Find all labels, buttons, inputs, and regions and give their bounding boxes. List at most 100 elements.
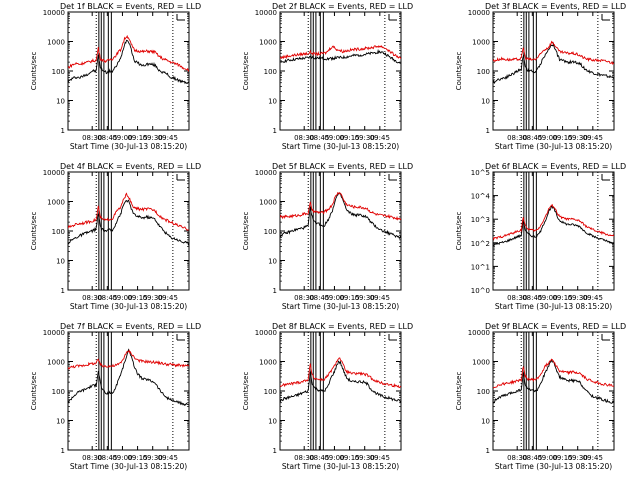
x-tick-label: 08:45	[97, 134, 117, 142]
y-tick-label: 1	[273, 127, 277, 135]
plot-frame	[279, 331, 402, 451]
y-tick-label: 10000	[255, 169, 277, 177]
x-tick-label: 09:15	[339, 134, 359, 142]
x-tick-label: 09:30	[143, 134, 163, 142]
y-tick-label: 10000	[43, 9, 65, 17]
x-tick-label: 08:30	[294, 134, 314, 142]
x-axis-label: Start Time (30-Jul-13 08:15:20)	[495, 142, 612, 151]
chart-title: Det 2f BLACK = Events, RED = LLD	[272, 2, 413, 11]
x-tick-label: 09:45	[158, 134, 178, 142]
chart-panel-det7: Det 7f BLACK = Events, RED = LLD 1 10 100 10…	[30, 322, 201, 471]
x-tick-label: 09:30	[355, 134, 375, 142]
x-tick-label: 09:00	[324, 134, 344, 142]
x-tick-label: 09:00	[537, 134, 557, 142]
series-events-line	[68, 199, 189, 246]
chart-title: Det 1f BLACK = Events, RED = LLD	[60, 2, 201, 11]
plot-frame	[492, 171, 615, 291]
x-tick-label: 08:45	[522, 134, 542, 142]
y-axis-label: Counts/sec	[242, 212, 250, 251]
chart-title: Det 5f BLACK = Events, RED = LLD	[272, 162, 413, 171]
y-tick-label: 1	[273, 287, 277, 295]
y-axis-label: Counts/sec	[455, 372, 463, 411]
series-events-line	[493, 42, 614, 85]
y-tick-label: 10000	[468, 329, 490, 337]
series-lld-line	[68, 349, 189, 370]
y-tick-label: 10000	[43, 169, 65, 177]
chart-panel-det3: Det 3f BLACK = Events, RED = LLD 1 10 100 10…	[455, 2, 626, 151]
x-tick-label: 09:45	[370, 134, 390, 142]
x-tick-label: 09:00	[324, 294, 344, 302]
x-tick-label: 09:15	[552, 134, 572, 142]
y-tick-label: 1000	[472, 39, 490, 47]
y-axis-label: Counts/sec	[30, 372, 38, 411]
x-tick-label: 08:45	[522, 294, 542, 302]
x-axis-label: Start Time (30-Jul-13 08:15:20)	[282, 462, 399, 471]
chart-title: Det 3f BLACK = Events, RED = LLD	[485, 2, 626, 11]
y-tick-label: 10^4	[471, 193, 491, 201]
y-axis-label: Counts/sec	[242, 52, 250, 91]
series-lld-line	[68, 34, 189, 72]
y-tick-label: 10000	[255, 9, 277, 17]
y-tick-label: 1000	[47, 359, 65, 367]
x-tick-label: 08:45	[309, 294, 329, 302]
x-tick-label: 09:00	[537, 294, 557, 302]
y-tick-label: 10	[481, 98, 490, 106]
y-tick-label: 100	[264, 68, 277, 76]
y-tick-label: 10	[56, 258, 65, 266]
y-tick-label: 10^2	[471, 240, 490, 248]
y-tick-label: 100	[52, 228, 65, 236]
y-tick-label: 10^5	[471, 169, 490, 177]
x-tick-label: 09:15	[552, 294, 572, 302]
x-tick-label: 09:30	[568, 294, 588, 302]
series-lld-line	[493, 40, 614, 66]
x-tick-label: 09:00	[112, 454, 132, 462]
x-tick-label: 09:30	[143, 294, 163, 302]
x-tick-label: 09:45	[583, 134, 603, 142]
x-tick-label: 08:45	[522, 454, 542, 462]
chart-panel-det2: Det 2f BLACK = Events, RED = LLD 1 10 100 10…	[242, 2, 413, 151]
x-tick-label: 09:30	[568, 134, 588, 142]
x-tick-label: 09:15	[127, 294, 147, 302]
y-tick-label: 1000	[259, 199, 277, 207]
plot-frame	[67, 11, 190, 131]
chart-panel-det1: Det 1f BLACK = Events, RED = LLD 1 10 100 10…	[30, 2, 201, 151]
x-tick-label: 09:45	[583, 294, 603, 302]
series-lld-line	[493, 358, 614, 389]
y-tick-label: 1	[61, 447, 65, 455]
series-lld-line	[493, 203, 614, 241]
y-tick-label: 10000	[43, 329, 65, 337]
x-tick-label: 08:30	[507, 134, 527, 142]
y-tick-label: 1000	[259, 359, 277, 367]
series-events-line	[280, 360, 401, 403]
x-tick-label: 09:00	[537, 454, 557, 462]
x-tick-label: 08:45	[309, 454, 329, 462]
x-axis-label: Start Time (30-Jul-13 08:15:20)	[70, 302, 187, 311]
y-tick-label: 10000	[255, 329, 277, 337]
y-tick-label: 100	[477, 68, 490, 76]
plot-frame	[492, 11, 615, 131]
x-tick-label: 08:45	[309, 134, 329, 142]
x-tick-label: 09:15	[339, 454, 359, 462]
y-tick-label: 10	[268, 258, 277, 266]
series-events-line	[493, 205, 614, 247]
y-tick-label: 1000	[47, 199, 65, 207]
y-tick-label: 1000	[472, 359, 490, 367]
plot-frame	[279, 11, 402, 131]
x-tick-label: 09:15	[552, 454, 572, 462]
series-lld-line	[280, 357, 401, 389]
y-axis-label: Counts/sec	[242, 372, 250, 411]
x-axis-label: Start Time (30-Jul-13 08:15:20)	[70, 462, 187, 471]
x-axis-label: Start Time (30-Jul-13 08:15:20)	[282, 142, 399, 151]
chart-panel-det4: Det 4f BLACK = Events, RED = LLD 1 10 100 10…	[30, 162, 201, 311]
x-tick-label: 08:30	[82, 294, 102, 302]
chart-panel-det6: Det 6f BLACK = Events, RED = LLD 10^0 10^1…	[455, 162, 626, 311]
plot-frame	[492, 331, 615, 451]
chart-title: Det 4f BLACK = Events, RED = LLD	[60, 162, 201, 171]
x-axis-label: Start Time (30-Jul-13 08:15:20)	[495, 302, 612, 311]
y-tick-label: 10	[268, 418, 277, 426]
chart-title: Det 7f BLACK = Events, RED = LLD	[60, 322, 201, 331]
y-tick-label: 100	[52, 68, 65, 76]
chart-title: Det 6f BLACK = Events, RED = LLD	[485, 162, 626, 171]
x-tick-label: 09:15	[127, 454, 147, 462]
series-events-line	[68, 348, 189, 407]
